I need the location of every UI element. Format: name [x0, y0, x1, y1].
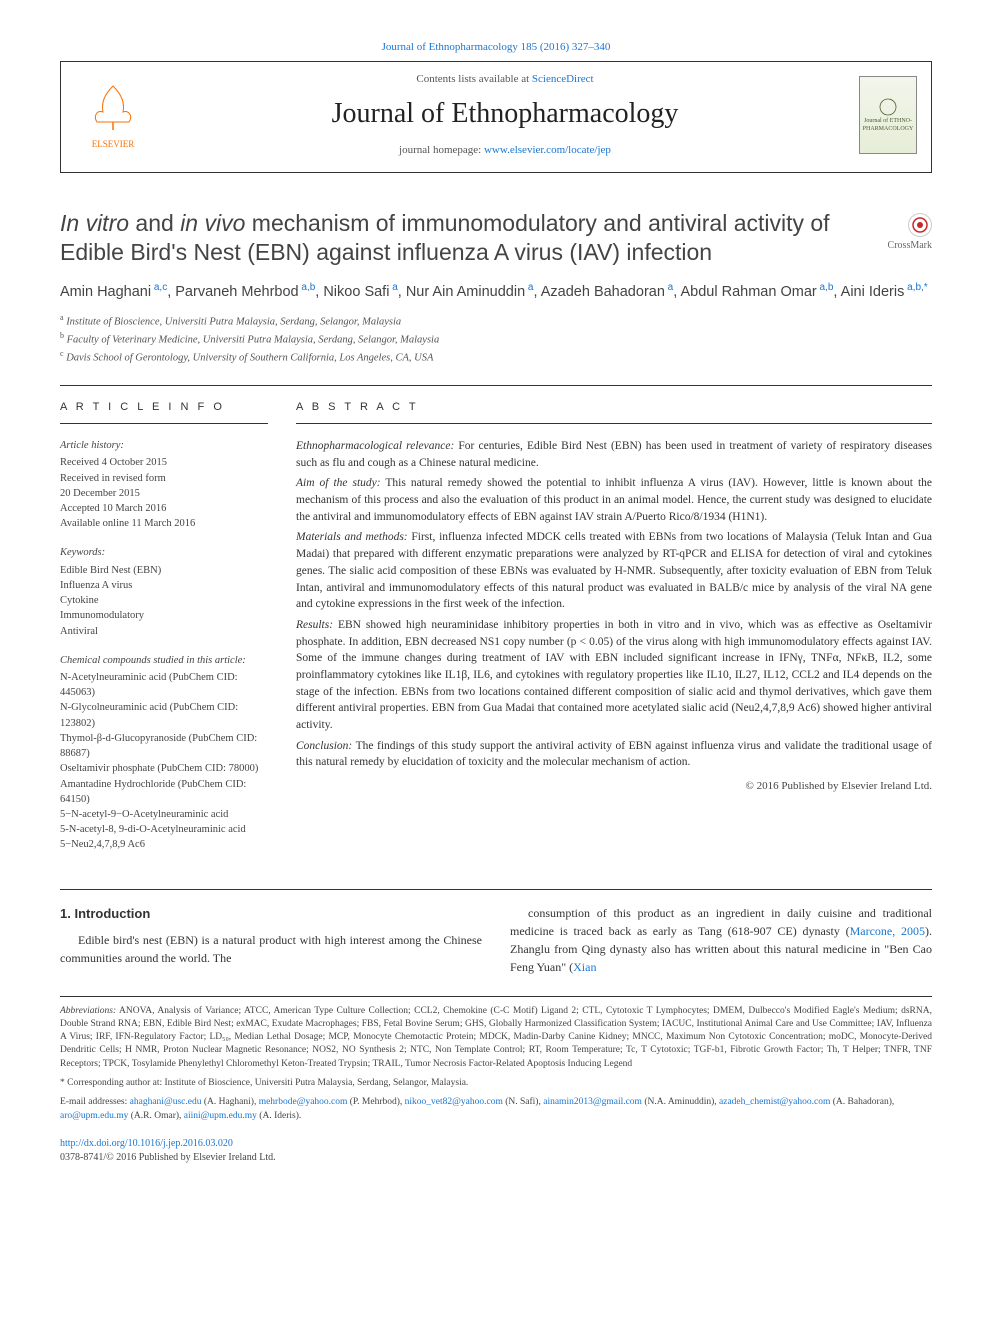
cover-emblem-icon: [878, 97, 898, 117]
journal-cover-thumbnail: Journal of ETHNO-PHARMACOLOGY: [859, 76, 917, 154]
article-title: In vitro and in vivo mechanism of immuno…: [60, 209, 932, 267]
sciencedirect-link[interactable]: ScienceDirect: [532, 73, 594, 85]
introduction-heading: 1. Introduction: [60, 904, 482, 924]
contents-available-line: Contents lists available at ScienceDirec…: [151, 72, 859, 87]
citation-link-marcone[interactable]: Marcone, 2005: [850, 924, 925, 938]
info-divider: [60, 423, 268, 424]
abstract-label: A B S T R A C T: [296, 400, 932, 415]
masthead: ELSEVIER Contents lists available at Sci…: [60, 61, 932, 173]
elsevier-logo: ELSEVIER: [75, 73, 151, 157]
abstract-text: Ethnopharmacological relevance: For cent…: [296, 438, 932, 771]
issn-line: 0378-8741/© 2016 Published by Elsevier I…: [60, 1152, 276, 1163]
doi-block: http://dx.doi.org/10.1016/j.jep.2016.03.…: [60, 1137, 932, 1165]
article-header: CrossMark In vitro and in vivo mechanism…: [60, 209, 932, 366]
journal-name: Journal of Ethnopharmacology: [151, 94, 859, 133]
abbreviations-block: Abbreviations: ANOVA, Analysis of Varian…: [60, 1005, 932, 1071]
crossmark-icon: [912, 217, 928, 233]
intro-paragraph-col1: Edible bird's nest (EBN) is a natural pr…: [60, 931, 482, 967]
elsevier-tree-icon: [85, 80, 141, 136]
abstract-copyright: © 2016 Published by Elsevier Ireland Ltd…: [296, 779, 932, 794]
section-divider: [60, 385, 932, 386]
journal-reference-link[interactable]: Journal of Ethnopharmacology 185 (2016) …: [60, 40, 932, 55]
email-addresses: E-mail addresses: ahaghani@usc.edu (A. H…: [60, 1096, 932, 1123]
compounds-block: Chemical compounds studied in this artic…: [60, 653, 268, 853]
corresponding-author: * Corresponding author at: Institute of …: [60, 1077, 932, 1090]
elsevier-label: ELSEVIER: [92, 138, 135, 151]
intro-paragraph-col2: consumption of this product as an ingred…: [510, 904, 932, 976]
intro-divider: [60, 889, 932, 890]
abstract-divider: [296, 423, 932, 424]
article-info-label: A R T I C L E I N F O: [60, 400, 268, 415]
crossmark-label: CrossMark: [888, 239, 932, 253]
introduction-section: 1. Introduction Edible bird's nest (EBN)…: [60, 904, 932, 976]
affiliation-list: a Institute of Bioscience, Universiti Pu…: [60, 312, 932, 367]
article-history: Article history: Received 4 October 2015…: [60, 438, 268, 531]
citation-link-xian[interactable]: Xian: [573, 960, 596, 974]
journal-homepage-line: journal homepage: www.elsevier.com/locat…: [151, 143, 859, 158]
journal-homepage-link[interactable]: www.elsevier.com/locate/jep: [484, 144, 611, 156]
keywords-block: Keywords: Edible Bird Nest (EBN)Influenz…: [60, 545, 268, 638]
footer-divider: [60, 996, 932, 997]
doi-link[interactable]: http://dx.doi.org/10.1016/j.jep.2016.03.…: [60, 1138, 233, 1149]
author-list: Amin Haghani a,c, Parvaneh Mehrbod a,b, …: [60, 281, 932, 302]
